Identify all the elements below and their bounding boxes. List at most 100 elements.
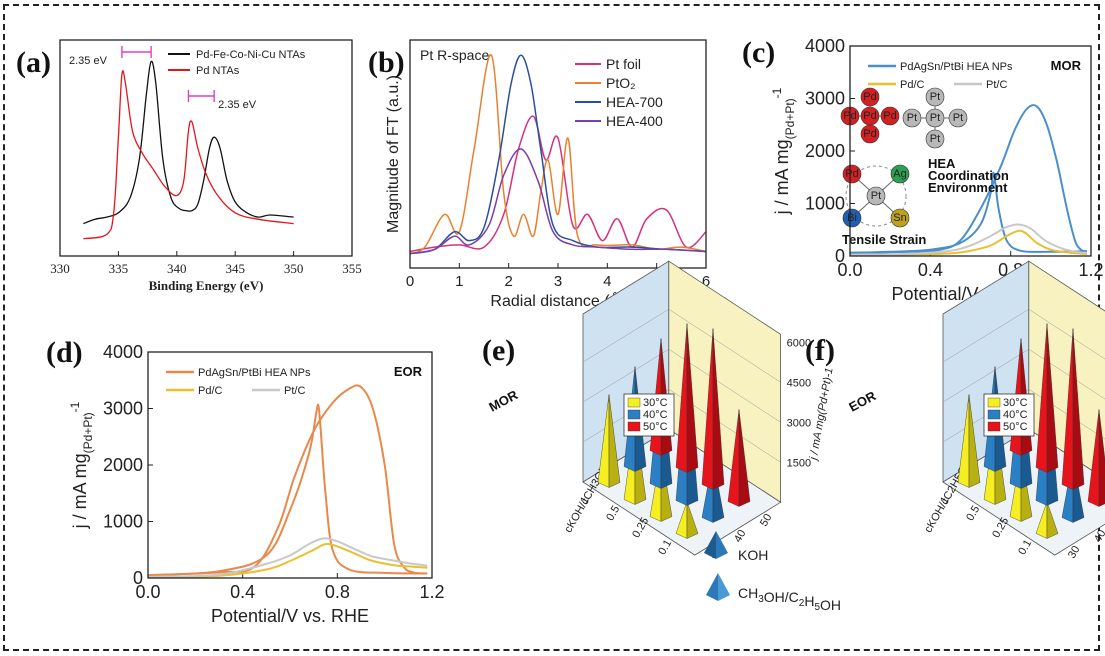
- panel-d-legend-label-1: Pd/C: [198, 385, 223, 397]
- panel-b-legend-label-2: HEA-700: [606, 94, 663, 110]
- panel-c-inset-atom-label-hea-0: Pt: [871, 190, 881, 202]
- panel-a-xtick-label-4: 350: [284, 261, 304, 276]
- panel-c-inset-atom-label-pd-0: Pd: [863, 91, 876, 103]
- panel-c-ytick-label-2: 2000: [805, 141, 845, 161]
- panel-d-xtick-label-0: 0.0: [135, 582, 160, 602]
- panel-d: 0.0 0.4 0.8 1.2 0 1000 2000 3000 4000 Potential/V…: [46, 336, 445, 626]
- panel-c-inset-atom-hea-3: [842, 208, 862, 228]
- panel-e-legend-label-0: 30°C: [643, 397, 668, 409]
- panel-e-xtick-label-0: 1: [578, 495, 591, 506]
- panel-c-series-3: [849, 223, 1088, 256]
- panel-c-inset-atom-pt-3: [902, 108, 922, 128]
- panel-c-inset-atom-pd-1: [880, 106, 900, 126]
- panel-f-ytick-label-1: 40: [1092, 528, 1105, 545]
- panel-a-label: (a): [16, 46, 51, 79]
- panel-d-xtick-label-1: 0.4: [230, 582, 255, 602]
- panel-a-legend-label-1: Pd NTAs: [196, 65, 240, 77]
- panel-c-inset-atom-hea-4: [890, 208, 910, 228]
- panel-d-series-1: [147, 403, 428, 577]
- panel-b-xtick-label-4: 4: [603, 273, 611, 290]
- panel-e-cone-0-0-right: [608, 394, 621, 488]
- panel-a-annot-text-1: 2.35 eV: [218, 99, 257, 111]
- panel-b-xtick-label-1: 1: [455, 273, 463, 290]
- panel-d-ytick-label-4: 4000: [103, 342, 143, 362]
- panel-c-series-0: [849, 104, 1088, 254]
- panel-b-series-0: [409, 115, 707, 253]
- panel-f-legend-label-1: 40°C: [1003, 409, 1028, 421]
- panel-c-inset-atom-label-pd-2: Pd: [863, 128, 876, 140]
- panel-c-ytick-label-0: 0: [835, 246, 845, 266]
- panel-c-inset-atom-pt-2: [925, 129, 945, 149]
- panel-e-zlabel: j / mA mg(Pd+Pt)-1: [807, 367, 835, 463]
- panel-e-legend-label-2: 50°C: [643, 421, 668, 433]
- panel-e-xtick-label-3: 0.1: [656, 538, 674, 557]
- panel-f-gridline-1: [942, 348, 1105, 403]
- panel-a-xtick-label-0: 330: [50, 261, 70, 276]
- panel-c-inset-tensile-strain: Tensile Strain: [842, 232, 926, 247]
- panel-e-marker-label-0: KOH: [738, 547, 768, 563]
- panel-c-legend-label-2: Pt/C: [986, 79, 1007, 91]
- panel-e-cone-2-2-right: [712, 328, 725, 490]
- panel-e-marker-koh-r: [716, 531, 728, 559]
- panel-d-ytick-label-0: 0: [133, 568, 143, 588]
- panel-c-inset-hea: HEA: [928, 156, 956, 171]
- panel-e-ztick-label-2: 4500: [787, 377, 811, 389]
- panel-a-xtick-label-5: 355: [342, 261, 362, 276]
- panel-e-gridline-2: [582, 308, 781, 383]
- panel-b-xtick-label-6: 6: [702, 273, 710, 290]
- panel-b-series-3: [409, 148, 707, 255]
- panel-c-inset-atom-label-hea-2: Ag: [893, 168, 906, 180]
- panel-a-series-1: [83, 70, 294, 240]
- panel-c-inset-atom-label-pt-1: Pt: [953, 112, 963, 124]
- panel-d-axes: [147, 351, 433, 579]
- panel-d-label: (d): [46, 336, 83, 369]
- panel-c-inset-atom-label-pd-4: Pd: [863, 110, 876, 122]
- panel-c-inset-atom-pt-1: [948, 108, 968, 128]
- panel-c-inset-atom-hea-0: [866, 186, 886, 206]
- panel-e-label: (e): [482, 334, 515, 367]
- panel-f-cone-1-2-right: [1046, 323, 1059, 473]
- panel-d-xtick-label-2: 0.8: [325, 582, 350, 602]
- panel-e-ytick-label-1: 40: [732, 528, 749, 545]
- panel-b-label: (b): [368, 46, 405, 79]
- panel-c-tag: MOR: [1051, 58, 1082, 73]
- panel-e-marker-alcohol-r: [718, 573, 730, 601]
- panel-e-tag: MOR: [486, 387, 520, 415]
- panel-e-legend-label-1: 40°C: [643, 409, 668, 421]
- panel-e-marker-alcohol-l: [706, 573, 718, 601]
- panel-e-marker-koh-l: [704, 531, 716, 559]
- panel-e-marker-label-1: CH3OH/C2H5OH: [738, 585, 841, 613]
- panel-e-ytick-label-2: 50: [758, 512, 775, 529]
- panel-c-legend-label-0: PdAgSn/PtBi HEA NPs: [900, 61, 1013, 73]
- panel-a-annot-text-0: 2.35 eV: [69, 55, 108, 67]
- panel-f-label: (f): [805, 334, 835, 367]
- panel-b-legend-label-3: HEA-400: [606, 113, 663, 129]
- panel-c-series-2: [849, 229, 1088, 256]
- panel-f-xtick-label-3: 0.1: [1016, 538, 1034, 557]
- panel-d-series-2: [147, 542, 428, 578]
- panel-f-tag: EOR: [846, 388, 878, 415]
- panel-c-label: (c): [742, 36, 775, 69]
- panel-b-xtick-label-2: 2: [504, 273, 512, 290]
- panel-c-inset-atom-pd-0: [860, 87, 880, 107]
- panel-c-series-1: [849, 171, 1088, 254]
- panel-b-ylabel: Magnitude of FT (a.u.): [385, 75, 402, 233]
- panel-b-legend-label-0: Pt foil: [606, 56, 641, 72]
- panel-a-axes: [59, 39, 353, 257]
- panel-e-ztick-label-0: 1500: [787, 457, 811, 469]
- panel-c-inset-atom-pd-4: [860, 106, 880, 126]
- panel-d-xtick-label-3: 1.2: [419, 582, 444, 602]
- panel-c-inset-environment: Environment: [928, 180, 1008, 195]
- panel-b-xlabel: Radial distance (Å): [490, 291, 625, 310]
- panel-f-gridline-2: [942, 308, 1105, 363]
- panel-b-legend-label-1: PtO₂: [606, 75, 636, 91]
- panel-c-inset-atom-label-hea-4: Sn: [893, 212, 906, 224]
- panel-a-series-0: [83, 60, 294, 225]
- panel-c-inset-atom-label-pt-3: Pt: [907, 112, 917, 124]
- panel-e-gridline-1: [582, 348, 781, 423]
- panel-c-ylabel: j / mA mg(Pd+Pt)-1: [770, 87, 797, 215]
- panel-d-ylabel: j / mA mg(Pd+Pt)-1: [68, 401, 95, 529]
- panel-f-legend-label-2: 50°C: [1003, 421, 1028, 433]
